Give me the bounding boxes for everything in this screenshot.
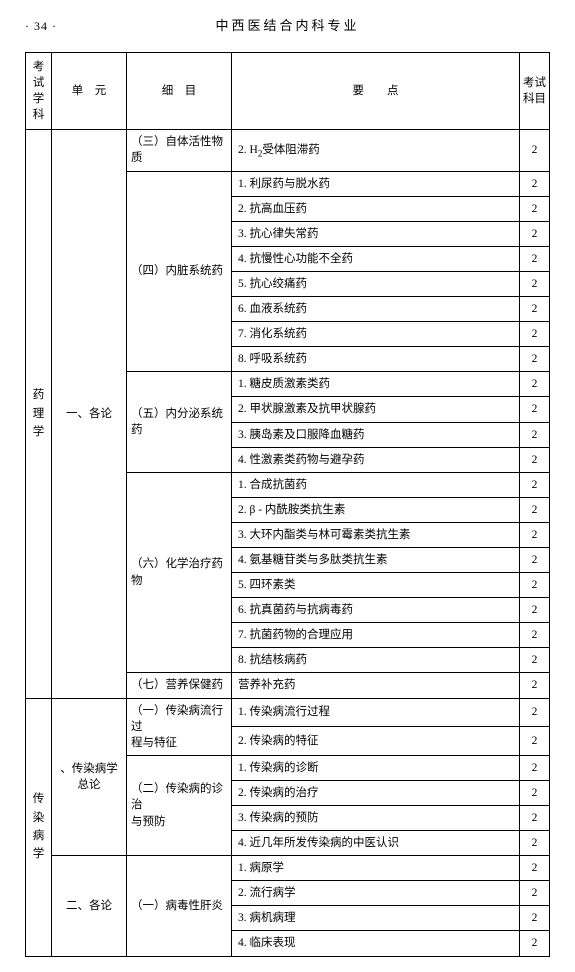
point-cell: 2. 流行病学 bbox=[232, 881, 520, 906]
point-cell: 7. 抗菌药物的合理应用 bbox=[232, 623, 520, 648]
code-cell: 2 bbox=[520, 648, 550, 673]
table-row: 药 理 学一、各论（三）自体活性物质2. H2受体阻滞药2 bbox=[26, 130, 550, 171]
point-cell: 4. 临床表现 bbox=[232, 931, 520, 956]
detail-cell: （四）内脏系统药 bbox=[127, 171, 232, 372]
code-cell: 2 bbox=[520, 196, 550, 221]
code-cell: 2 bbox=[520, 673, 550, 698]
code-cell: 2 bbox=[520, 246, 550, 271]
unit-cell: 、传染病学 总论 bbox=[52, 698, 127, 856]
table-row: 传 染 病 学、传染病学 总论（一）传染病流行过 程与特征1. 传染病流行过程2 bbox=[26, 698, 550, 727]
code-cell: 2 bbox=[520, 906, 550, 931]
code-cell: 2 bbox=[520, 931, 550, 956]
syllabus-table: 考试 学科 单 元 细 目 要 点 考试 科目 药 理 学一、各论（三）自体活性… bbox=[25, 52, 550, 957]
point-cell: 1. 糖皮质激素类药 bbox=[232, 372, 520, 397]
code-cell: 2 bbox=[520, 497, 550, 522]
code-cell: 2 bbox=[520, 623, 550, 648]
code-cell: 2 bbox=[520, 322, 550, 347]
point-cell: 6. 抗真菌药与抗病毒药 bbox=[232, 598, 520, 623]
table-header-row: 考试 学科 单 元 细 目 要 点 考试 科目 bbox=[26, 53, 550, 130]
point-cell: 3. 胰岛素及口服降血糖药 bbox=[232, 422, 520, 447]
code-cell: 2 bbox=[520, 130, 550, 171]
page-number: · 34 · bbox=[25, 19, 85, 34]
code-cell: 2 bbox=[520, 698, 550, 727]
point-cell: 7. 消化系统药 bbox=[232, 322, 520, 347]
point-cell: 4. 抗慢性心功能不全药 bbox=[232, 246, 520, 271]
point-cell: 4. 近几年所发传染病的中医认识 bbox=[232, 831, 520, 856]
point-cell: 5. 抗心绞痛药 bbox=[232, 271, 520, 296]
point-cell: 1. 传染病流行过程 bbox=[232, 698, 520, 727]
point-cell: 2. 甲状腺激素及抗甲状腺药 bbox=[232, 397, 520, 422]
col-code: 考试 科目 bbox=[520, 53, 550, 130]
point-cell: 4. 性激素类药物与避孕药 bbox=[232, 447, 520, 472]
code-cell: 2 bbox=[520, 806, 550, 831]
code-cell: 2 bbox=[520, 573, 550, 598]
code-cell: 2 bbox=[520, 372, 550, 397]
code-cell: 2 bbox=[520, 522, 550, 547]
point-cell: 1. 合成抗菌药 bbox=[232, 472, 520, 497]
point-cell: 3. 大环内酯类与林可霉素类抗生素 bbox=[232, 522, 520, 547]
detail-cell: （一）传染病流行过 程与特征 bbox=[127, 698, 232, 755]
unit-cell: 二、各论 bbox=[52, 856, 127, 956]
point-cell: 营养补充药 bbox=[232, 673, 520, 698]
col-point: 要 点 bbox=[232, 53, 520, 130]
point-cell: 8. 呼吸系统药 bbox=[232, 347, 520, 372]
code-cell: 2 bbox=[520, 447, 550, 472]
code-cell: 2 bbox=[520, 472, 550, 497]
point-cell: 3. 抗心律失常药 bbox=[232, 221, 520, 246]
subject-cell: 药 理 学 bbox=[26, 130, 52, 698]
point-cell: 2. H2受体阻滞药 bbox=[232, 130, 520, 171]
point-cell: 3. 传染病的预防 bbox=[232, 806, 520, 831]
detail-cell: （五）内分泌系统药 bbox=[127, 372, 232, 472]
detail-cell: （三）自体活性物质 bbox=[127, 130, 232, 171]
point-cell: 3. 病机病理 bbox=[232, 906, 520, 931]
point-cell: 1. 病原学 bbox=[232, 856, 520, 881]
point-cell: 8. 抗结核病药 bbox=[232, 648, 520, 673]
point-cell: 1. 传染病的诊断 bbox=[232, 755, 520, 780]
code-cell: 2 bbox=[520, 727, 550, 756]
page-header: · 34 · 中西医结合内科专业 bbox=[25, 15, 550, 34]
point-cell: 2. 抗高血压药 bbox=[232, 196, 520, 221]
code-cell: 2 bbox=[520, 171, 550, 196]
detail-cell: （七）营养保健药 bbox=[127, 673, 232, 698]
point-cell: 5. 四环素类 bbox=[232, 573, 520, 598]
point-cell: 4. 氨基糖苷类与多肽类抗生素 bbox=[232, 547, 520, 572]
code-cell: 2 bbox=[520, 881, 550, 906]
doc-title: 中西医结合内科专业 bbox=[85, 15, 550, 34]
point-cell: 2. β - 内酰胺类抗生素 bbox=[232, 497, 520, 522]
code-cell: 2 bbox=[520, 422, 550, 447]
code-cell: 2 bbox=[520, 780, 550, 805]
code-cell: 2 bbox=[520, 297, 550, 322]
code-cell: 2 bbox=[520, 856, 550, 881]
detail-cell: （二）传染病的诊治 与预防 bbox=[127, 755, 232, 855]
code-cell: 2 bbox=[520, 221, 550, 246]
code-cell: 2 bbox=[520, 755, 550, 780]
point-cell: 6. 血液系统药 bbox=[232, 297, 520, 322]
unit-cell: 一、各论 bbox=[52, 130, 127, 698]
col-unit: 单 元 bbox=[52, 53, 127, 130]
code-cell: 2 bbox=[520, 598, 550, 623]
code-cell: 2 bbox=[520, 831, 550, 856]
point-cell: 2. 传染病的治疗 bbox=[232, 780, 520, 805]
point-cell: 1. 利尿药与脱水药 bbox=[232, 171, 520, 196]
detail-cell: （六）化学治疗药物 bbox=[127, 472, 232, 673]
subject-cell: 传 染 病 学 bbox=[26, 698, 52, 956]
code-cell: 2 bbox=[520, 547, 550, 572]
detail-cell: （一）病毒性肝炎 bbox=[127, 856, 232, 956]
col-subject: 考试 学科 bbox=[26, 53, 52, 130]
code-cell: 2 bbox=[520, 397, 550, 422]
table-row: 二、各论（一）病毒性肝炎1. 病原学2 bbox=[26, 856, 550, 881]
col-detail: 细 目 bbox=[127, 53, 232, 130]
point-cell: 2. 传染病的特征 bbox=[232, 727, 520, 756]
code-cell: 2 bbox=[520, 271, 550, 296]
code-cell: 2 bbox=[520, 347, 550, 372]
